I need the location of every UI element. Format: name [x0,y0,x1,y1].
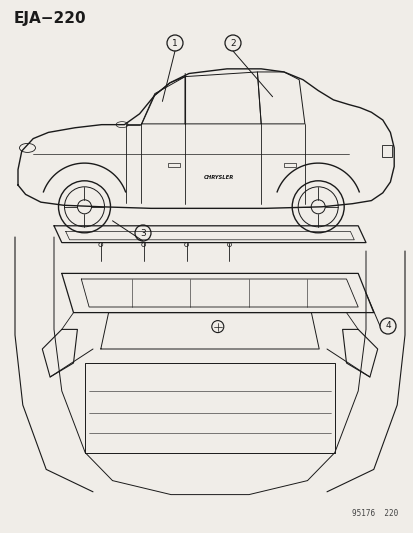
Text: 4: 4 [384,321,390,330]
Text: 3: 3 [140,229,145,238]
Bar [283,163,295,166]
Bar [382,145,392,157]
Text: 2: 2 [230,38,235,47]
Text: CHRYSLER: CHRYSLER [204,175,234,180]
Text: EJA−220: EJA−220 [14,11,86,26]
Text: 95176  220: 95176 220 [351,509,397,518]
Bar [168,163,180,166]
Text: 1: 1 [172,38,178,47]
